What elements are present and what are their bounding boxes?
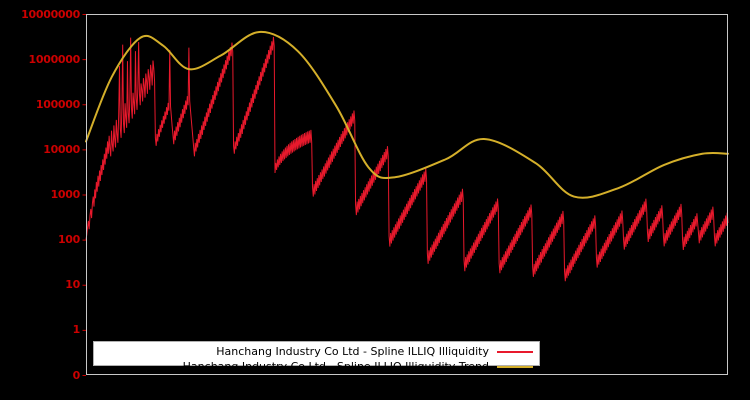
legend-swatch-illiquidity	[497, 350, 533, 353]
y-tick-label: 100000	[35, 97, 80, 111]
series-trend-line	[85, 30, 729, 199]
axes-frame	[86, 14, 728, 375]
y-tick-label: 1000	[50, 188, 81, 201]
y-tick-label: 10000000	[21, 7, 80, 21]
y-tick-label: 1	[72, 323, 81, 337]
y-tick-label: 1000000	[28, 52, 81, 66]
chart-legend[interactable]: Hanchang Industry Co Ltd - Spline ILLIQ …	[93, 341, 540, 372]
legend-label-illiquidity: Hanchang Industry Co Ltd - Spline ILLIQ …	[216, 344, 489, 358]
y-tick-label: 10000	[43, 142, 80, 156]
y-tick-label: 0	[72, 368, 81, 382]
y-axis-tickmarks	[82, 14, 86, 376]
legend-swatch-trend	[497, 365, 533, 368]
legend-entry-trend[interactable]: Hanchang Industry Co Ltd - Spline ILLIQ …	[100, 359, 533, 374]
legend-entry-illiquidity[interactable]: Hanchang Industry Co Ltd - Spline ILLIQ …	[100, 344, 533, 359]
series-illiquidity-line	[85, 36, 729, 282]
axes-background	[86, 14, 728, 375]
y-tick-label: 100	[57, 233, 80, 247]
y-tick-label: 10	[65, 278, 80, 292]
legend-label-trend: Hanchang Industry Co Ltd - Spline ILLIQ …	[182, 359, 489, 373]
